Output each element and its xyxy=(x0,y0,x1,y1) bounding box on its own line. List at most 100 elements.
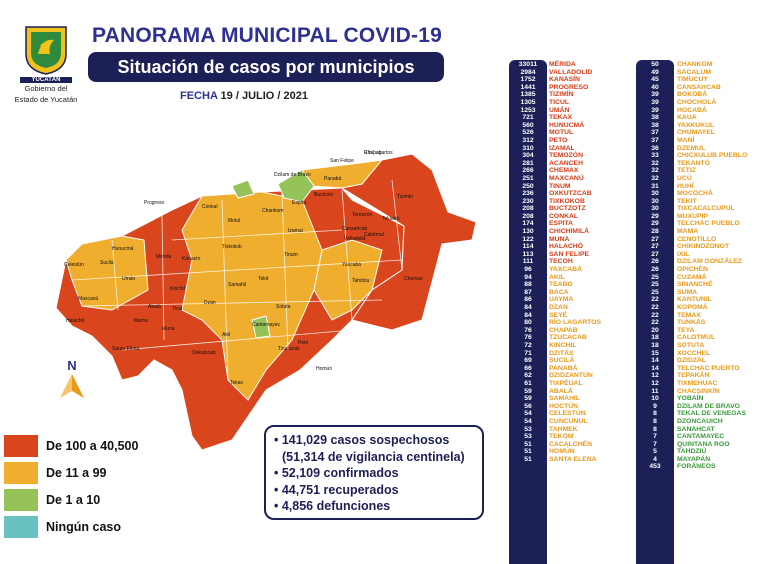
municipality-name: TAHMEK xyxy=(549,425,578,433)
case-count: 80 xyxy=(524,319,532,327)
municipality-name: TEKIT xyxy=(677,197,697,205)
municipality-name: SACALUM xyxy=(677,68,711,76)
municipality-name: TIMUCUY xyxy=(677,76,708,84)
case-count: 20 xyxy=(651,326,659,334)
municipality-name: MUNA xyxy=(549,235,570,243)
municipality-name: TEABO xyxy=(549,281,573,289)
municipality-name: KOPOMÁ xyxy=(677,304,708,311)
case-count: 236 xyxy=(522,190,534,198)
municipality-name: TAHDZIÚ xyxy=(677,448,707,456)
case-count: 266 xyxy=(522,167,534,175)
case-count: 32 xyxy=(651,167,659,175)
map-municipality-label: Sotuta xyxy=(276,304,291,310)
map-municipality-label: Tinum xyxy=(284,252,298,258)
case-count: 29 xyxy=(651,220,659,228)
stat-sentinel: (51,314 de vigilancia centinela) xyxy=(282,449,465,464)
case-count: 208 xyxy=(522,205,534,213)
legend-swatch xyxy=(4,516,38,538)
municipality-name: TEKANTÓ xyxy=(677,159,710,167)
municipality-name: SANTA ELENA xyxy=(549,455,597,463)
map-municipality-label: Tekit xyxy=(258,276,269,282)
page-title: PANORAMA MUNICIPAL COVID-19 xyxy=(92,24,442,47)
map-municipality-label: Halachó xyxy=(66,318,85,324)
municipality-name: CHOCHOLÁ xyxy=(677,98,717,106)
case-count: 53 xyxy=(524,433,532,441)
municipality-name: YOBAÍN xyxy=(677,395,704,403)
map-municipality-label: Chankom xyxy=(262,208,283,214)
map-municipality-label: Cansahcab xyxy=(342,226,368,232)
case-count: 526 xyxy=(522,129,534,137)
map-municipality-label: Akil xyxy=(222,332,230,338)
case-count: 1305 xyxy=(520,98,536,106)
municipality-name: HALACHÓ xyxy=(549,243,583,251)
case-count: 12 xyxy=(651,379,659,387)
page-subtitle: Situación de casos por municipios xyxy=(88,52,444,82)
case-count: 10 xyxy=(651,395,659,403)
municipality-name: HUHÍ xyxy=(677,182,694,190)
case-count: 31 xyxy=(651,182,659,190)
legend-item: De 1 a 10 xyxy=(4,488,138,512)
map-municipality-label: Mama xyxy=(134,318,148,324)
case-count: 28 xyxy=(651,228,659,236)
map-municipality-label: San Felipe xyxy=(330,158,354,164)
map-municipality-label: Chapab xyxy=(364,150,382,156)
case-count: 33 xyxy=(651,152,659,160)
map-municipality-label: Kanasín xyxy=(182,256,201,262)
case-count: 304 xyxy=(522,152,534,160)
yucatan-municipal-map: Río Lagartos Dzilam de Bravo San Felipe Tiz… xyxy=(55,150,477,450)
municipality-name: CELESTÚN xyxy=(549,410,586,418)
municipality-name: TIXKOKOB xyxy=(549,197,585,205)
municipality-name: DZAN xyxy=(549,304,568,311)
municipal-borders xyxy=(71,179,403,381)
case-count: 54 xyxy=(524,417,532,425)
municipality-name: HOMÚN xyxy=(549,448,575,456)
date-value: 19 / JULIO / 2021 xyxy=(220,90,308,102)
case-count: 251 xyxy=(522,174,534,182)
municipality-name: CUNCUNUL xyxy=(549,417,588,425)
case-count: 49 xyxy=(651,68,659,76)
municipality-name: MAXCANÚ xyxy=(549,174,584,182)
map-municipality-label: Mérida xyxy=(156,254,172,260)
municipality-name: DZITÁS xyxy=(549,349,574,357)
map-municipality-label: Abalá xyxy=(148,304,161,310)
municipality-name: TICUL xyxy=(549,98,570,106)
map-municipality-label: Tzucacab xyxy=(278,346,300,352)
case-count: 22 xyxy=(651,304,659,311)
map-municipality-label: Dzilam de Bravo xyxy=(274,172,311,178)
municipality-name: BOKOBÁ xyxy=(677,91,708,99)
municipality-name: DZIDZAL xyxy=(677,357,707,365)
case-count: 111 xyxy=(522,258,534,266)
case-count: 96 xyxy=(524,266,532,274)
case-count: 53 xyxy=(524,425,532,433)
case-count: 30 xyxy=(651,197,659,205)
municipality-name: TETIZ xyxy=(677,167,696,175)
municipality-name: SINANCHÉ xyxy=(677,281,713,289)
map-municipality-label: Espita xyxy=(292,200,306,206)
case-count: 4 xyxy=(653,455,657,463)
municipality-name: ABALÁ xyxy=(549,387,573,395)
municipality-name: TECOH xyxy=(549,258,573,266)
case-count: 230 xyxy=(522,197,534,205)
map-municipality-label: Yaxcabá xyxy=(342,262,361,268)
map-municipality-label: Tekax xyxy=(230,380,244,386)
stat-confirmed: • 52,109 confirmados xyxy=(274,466,399,480)
case-count: 51 xyxy=(524,448,532,456)
municipality-name: TEMOZÓN xyxy=(549,152,583,160)
map-municipality-label: Muna xyxy=(162,326,175,332)
map-municipality-label: Tizimín xyxy=(397,194,413,200)
municipality-name: KINCHIL xyxy=(549,341,577,349)
map-municipality-label: Samahil xyxy=(228,282,246,288)
date-label: FECHA xyxy=(180,90,218,102)
case-count: 8 xyxy=(653,410,657,418)
logo-line2: Estado de Yucatán xyxy=(14,94,78,104)
stat-deaths: • 4,856 defunciones xyxy=(274,499,391,513)
case-count: 250 xyxy=(522,182,534,190)
case-count: 45 xyxy=(651,76,659,84)
case-count: 38 xyxy=(651,114,659,122)
municipality-name: TEKAL DE VENEGAS xyxy=(677,410,746,418)
case-count: 113 xyxy=(522,250,534,258)
case-count: 30 xyxy=(651,205,659,213)
case-count: 7 xyxy=(653,440,657,448)
map-municipality-label: Temozón xyxy=(352,212,373,218)
case-count: 25 xyxy=(651,273,659,281)
